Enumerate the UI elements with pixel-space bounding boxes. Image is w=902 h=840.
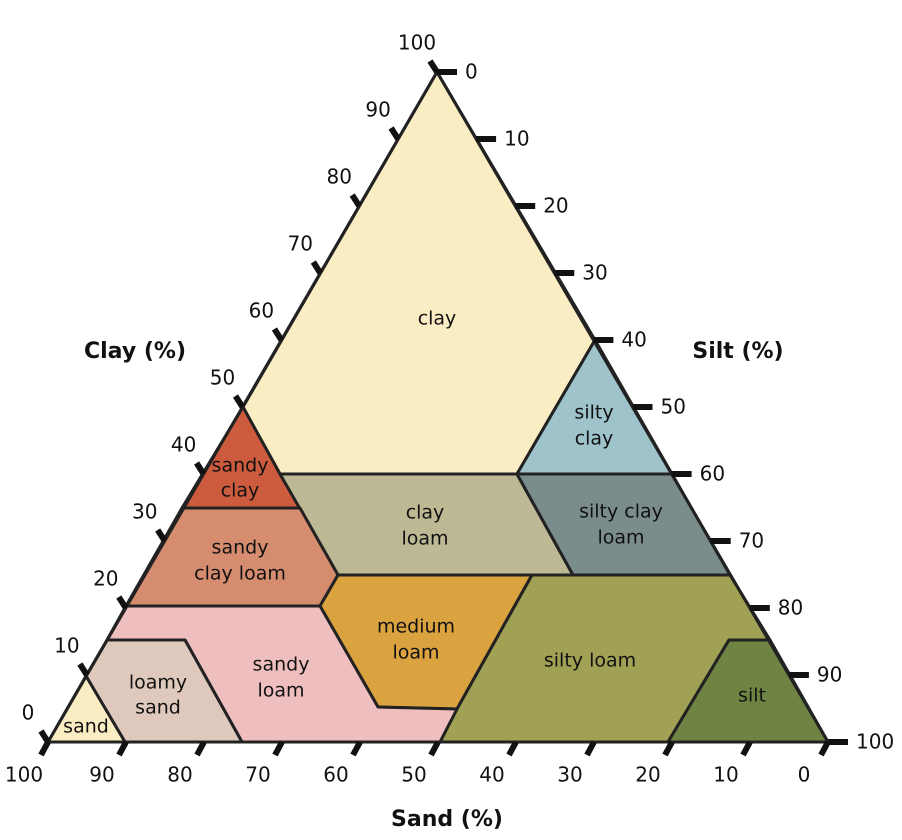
tick-label: 50: [210, 366, 235, 390]
tick-mark: [662, 740, 675, 757]
tick-label: 70: [288, 232, 313, 256]
region-label: silt: [738, 685, 766, 707]
axis-title-sand: Sand (%): [391, 807, 503, 832]
region-label: silty: [574, 402, 613, 424]
tick-label: 50: [401, 763, 426, 787]
region-label: loamy: [129, 672, 187, 694]
region-clay: [241, 70, 597, 476]
tick-mark: [272, 740, 285, 757]
axis-title-clay: Clay (%): [84, 339, 186, 364]
region-labels: clay sandy clay silty clay clay loam san…: [63, 308, 766, 738]
tick-mark: [38, 740, 51, 757]
tick-mark: [388, 126, 401, 141]
axis-title-silt: Silt (%): [692, 339, 783, 364]
tick-label: 100: [5, 763, 43, 787]
tick-label: 0: [465, 60, 478, 84]
region-label: loam: [392, 642, 439, 664]
tick-label: 20: [93, 567, 118, 591]
tick-mark: [194, 461, 207, 476]
region-label: sandy: [212, 537, 269, 559]
region-label: silty loam: [544, 650, 636, 672]
tick-mark: [194, 740, 207, 757]
tick-label: 100: [398, 31, 436, 55]
tick-label: 60: [700, 462, 725, 486]
tick-mark: [428, 740, 441, 757]
tick-mark: [310, 260, 323, 275]
tick-label: 20: [635, 763, 660, 787]
region-label: silty clay: [579, 501, 663, 523]
tick-label: 60: [249, 299, 274, 323]
tick-label: 50: [661, 395, 686, 419]
tick-mark: [77, 662, 90, 677]
tick-mark: [818, 740, 831, 757]
region-label: clay: [575, 428, 614, 450]
tick-label: 40: [479, 763, 504, 787]
tick-mark: [116, 740, 129, 757]
tick-mark: [427, 59, 440, 74]
region-label: sandy: [253, 654, 310, 676]
tick-label: 0: [798, 763, 811, 787]
tick-mark: [506, 740, 519, 757]
regions: [46, 70, 830, 744]
tick-label: 10: [713, 763, 738, 787]
region-label: clay: [221, 480, 260, 502]
tick-mark: [116, 595, 129, 610]
tick-label: 90: [817, 663, 842, 687]
tick-label: 80: [326, 165, 351, 189]
tick-label: 10: [504, 127, 529, 151]
region-label: sandy: [212, 455, 269, 477]
region-label: loam: [257, 680, 304, 702]
region-label: clay: [418, 308, 457, 330]
region-label: medium: [377, 616, 455, 638]
tick-label: 30: [557, 763, 582, 787]
tick-label: 100: [856, 730, 894, 754]
region-label: sand: [63, 716, 109, 738]
tick-label: 90: [89, 763, 114, 787]
region-label: loam: [597, 527, 644, 549]
tick-label: 10: [54, 634, 79, 658]
region-label: sand: [135, 697, 181, 719]
tick-mark: [740, 740, 753, 757]
tick-label: 40: [621, 328, 646, 352]
tick-label: 90: [365, 98, 390, 122]
tick-label: 40: [171, 433, 196, 457]
tick-label: 70: [245, 763, 270, 787]
tick-mark: [584, 740, 597, 757]
tick-label: 30: [582, 261, 607, 285]
tick-label: 70: [739, 529, 764, 553]
tick-mark: [232, 394, 246, 409]
tick-mark: [155, 528, 168, 543]
tick-label: 0: [22, 701, 35, 725]
tick-label: 80: [167, 763, 192, 787]
tick-label: 30: [132, 500, 157, 524]
tick-mark: [350, 740, 363, 757]
tick-label: 20: [543, 194, 568, 218]
region-label: clay: [406, 502, 445, 524]
region-label: loam: [401, 528, 448, 550]
region-label: clay loam: [194, 563, 286, 585]
tick-label: 60: [323, 763, 348, 787]
tick-label: 80: [778, 596, 803, 620]
tick-mark: [349, 193, 362, 208]
tick-mark: [271, 327, 284, 342]
tick-mark: [38, 729, 51, 744]
